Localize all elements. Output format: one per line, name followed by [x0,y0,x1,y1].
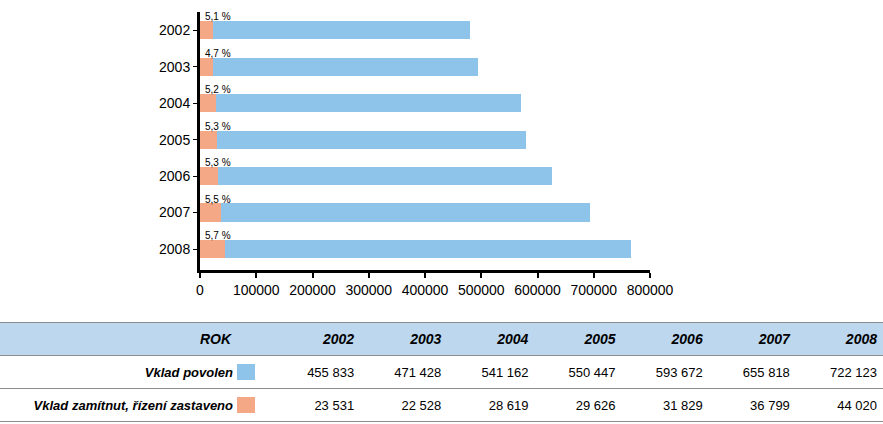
html-text:550 447: 550 447 [568,364,616,380]
html-text:2008: 2008 [845,331,877,347]
html-text:Vklad povolen: Vklad povolen [144,364,233,380]
html-text:2004: 2004 [497,331,529,347]
svg-text:5,5 %: 5,5 % [205,194,231,205]
html-text:28 619: 28 619 [488,397,529,413]
html-text:31 829: 31 829 [662,397,703,413]
svg-text:2005: 2005 [159,132,190,148]
html-text:541 162: 541 162 [481,364,529,380]
svg-text:2002: 2002 [159,22,190,38]
html-text:Vklad zamítnut, řízení zastave: Vklad zamítnut, řízení zastaveno [33,397,233,413]
html-text:44 020: 44 020 [837,397,877,413]
html-text:722 123: 722 123 [830,364,877,380]
html-text:2006: 2006 [671,331,703,347]
svg-text:5,1 %: 5,1 % [205,11,231,22]
svg-text:2007: 2007 [159,204,190,220]
svg-text:300000: 300000 [345,282,392,298]
svg-text:2006: 2006 [159,168,190,184]
svg-text:500000: 500000 [458,282,505,298]
html-text:ROK: ROK [199,331,231,347]
html-text:29 626: 29 626 [575,397,616,413]
svg-text:4,7 %: 4,7 % [205,48,231,59]
svg-text:5,2 %: 5,2 % [205,84,231,95]
svg-text:800000: 800000 [627,282,674,298]
html-text:455 833: 455 833 [307,364,355,380]
svg-text:5,7 %: 5,7 % [205,230,231,241]
svg-text:2003: 2003 [159,59,190,75]
svg-text:600000: 600000 [514,282,561,298]
html-text:23 531: 23 531 [314,397,355,413]
html-text:2005: 2005 [584,331,616,347]
html-text:2007: 2007 [758,331,790,347]
html-text:2002: 2002 [323,331,355,347]
svg-text:200000: 200000 [289,282,336,298]
html-text:655 818: 655 818 [742,364,790,380]
html-text:22 528: 22 528 [401,397,442,413]
svg-text:5,3 %: 5,3 % [205,121,231,132]
svg-text:0: 0 [196,282,204,298]
html-text:593 672: 593 672 [655,364,703,380]
svg-text:100000: 100000 [233,282,280,298]
svg-text:2008: 2008 [159,241,190,257]
svg-text:700000: 700000 [570,282,617,298]
html-text:471 428: 471 428 [394,364,442,380]
html-text:36 799: 36 799 [750,397,790,413]
svg-text:400000: 400000 [402,282,449,298]
svg-text:2004: 2004 [159,95,190,111]
svg-text:5,3 %: 5,3 % [205,157,231,168]
html-text:2003: 2003 [410,331,442,347]
